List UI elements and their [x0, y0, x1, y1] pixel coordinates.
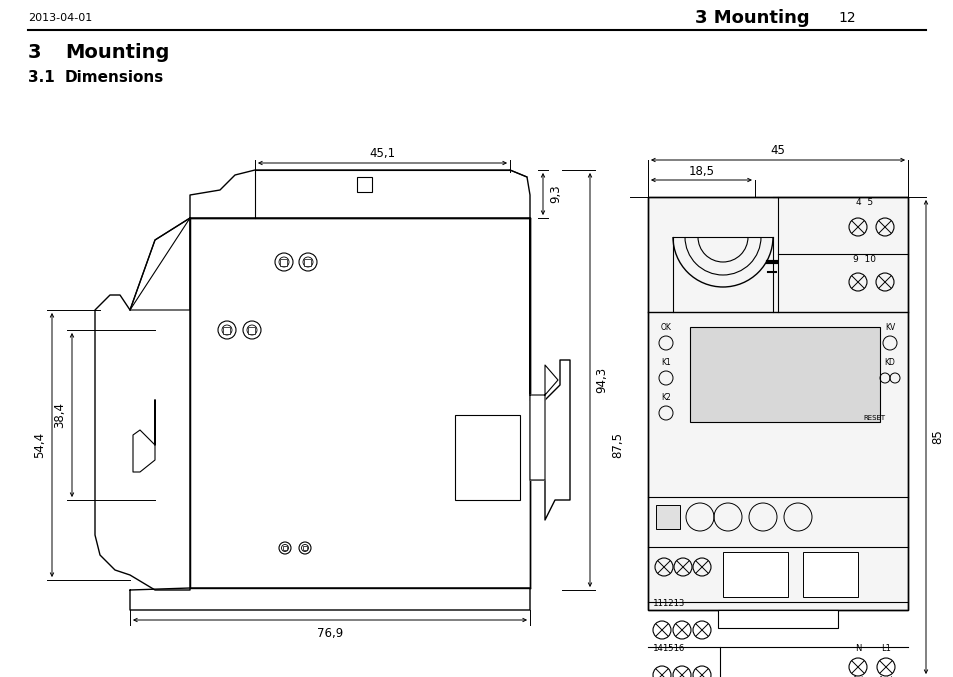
Text: N: N: [854, 644, 861, 653]
Bar: [718, 610, 837, 628]
Bar: [190, 218, 530, 588]
Bar: [647, 197, 907, 610]
Bar: [248, 326, 255, 334]
Text: 141516: 141516: [652, 644, 684, 653]
Text: 111213: 111213: [652, 599, 684, 608]
Bar: [722, 552, 787, 597]
Text: K1: K1: [660, 358, 670, 367]
Text: 12: 12: [837, 11, 855, 25]
Text: 85: 85: [930, 430, 943, 444]
Text: 9  10: 9 10: [853, 255, 876, 264]
Polygon shape: [130, 588, 530, 610]
Text: 3.1: 3.1: [28, 70, 54, 85]
Text: 38,4: 38,4: [53, 402, 67, 428]
Text: Dimensions: Dimensions: [65, 70, 164, 85]
Text: 45: 45: [770, 144, 784, 156]
Text: 94,3: 94,3: [595, 367, 608, 393]
Bar: [689, 327, 879, 422]
Bar: [223, 326, 231, 334]
Text: 54,4: 54,4: [33, 432, 47, 458]
Text: 4  5: 4 5: [856, 198, 873, 207]
Text: RESET: RESET: [863, 415, 885, 421]
Text: 3 Mounting: 3 Mounting: [695, 9, 809, 27]
Text: L1: L1: [881, 644, 890, 653]
Text: 87,5: 87,5: [611, 431, 624, 458]
Bar: [302, 546, 307, 550]
Polygon shape: [190, 170, 530, 218]
Text: 3: 3: [28, 43, 42, 62]
Bar: [656, 505, 679, 529]
Text: 76,9: 76,9: [316, 626, 343, 640]
Polygon shape: [130, 218, 190, 310]
Bar: [802, 552, 857, 597]
Polygon shape: [95, 218, 190, 590]
Text: K2: K2: [660, 393, 670, 402]
Polygon shape: [530, 365, 558, 480]
Text: (L-): (L-): [851, 675, 863, 677]
Text: 2013-04-01: 2013-04-01: [28, 13, 92, 23]
Bar: [647, 197, 907, 610]
Bar: [455, 415, 519, 500]
Text: OK: OK: [659, 323, 671, 332]
Bar: [282, 546, 287, 550]
Bar: [280, 259, 287, 265]
Text: KD: KD: [883, 358, 895, 367]
Polygon shape: [132, 400, 154, 472]
Text: (L+): (L+): [878, 675, 893, 677]
Text: Mounting: Mounting: [65, 43, 170, 62]
Text: KV: KV: [884, 323, 894, 332]
Bar: [356, 177, 372, 192]
Polygon shape: [530, 218, 569, 520]
Text: 18,5: 18,5: [688, 165, 714, 177]
Text: 9,3: 9,3: [549, 185, 562, 203]
Text: 45,1: 45,1: [369, 146, 395, 160]
Bar: [304, 259, 312, 265]
